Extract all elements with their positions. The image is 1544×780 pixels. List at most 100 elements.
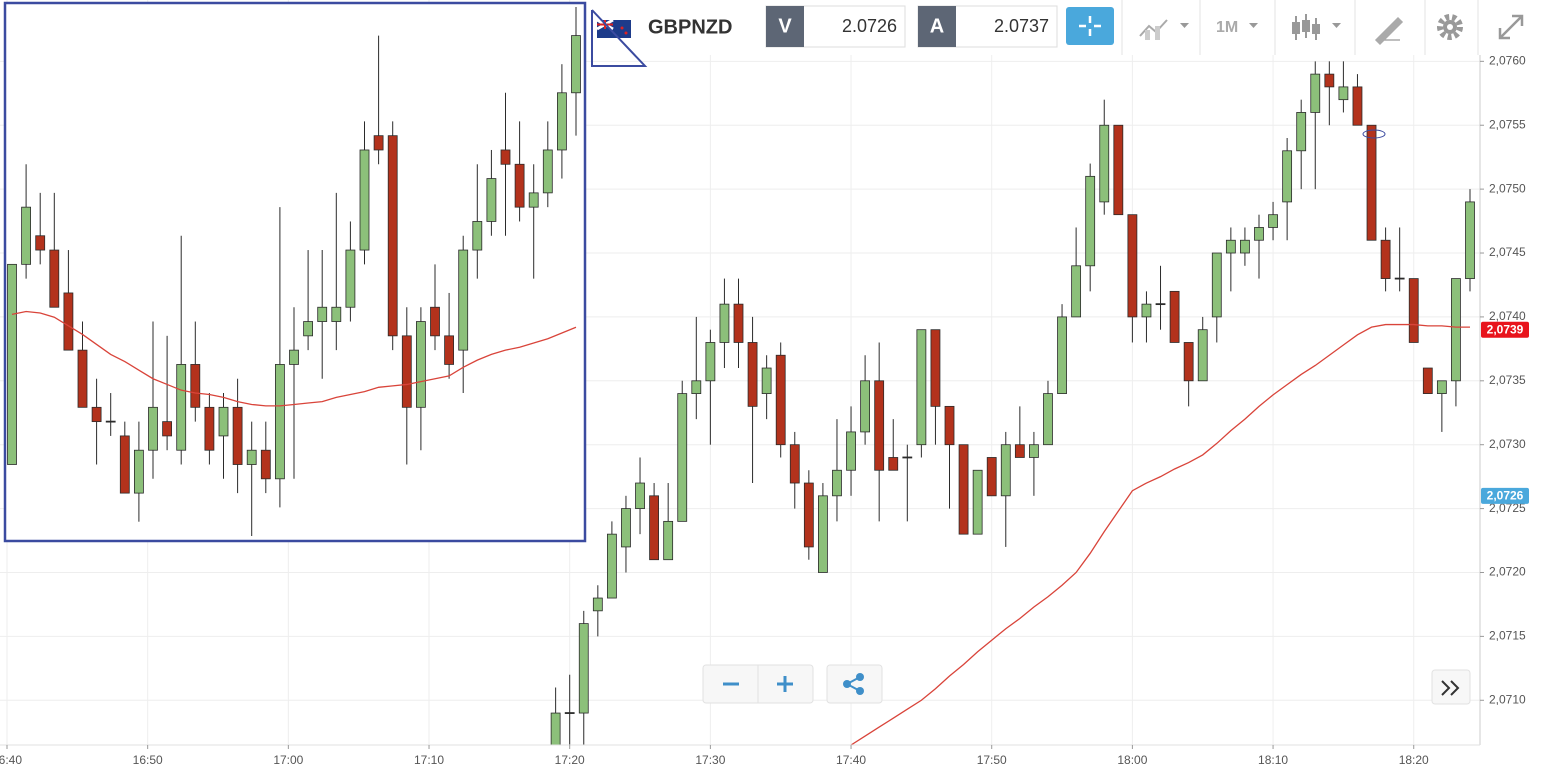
y-tick-label: 2,0715 [1489, 629, 1526, 643]
settings-icon[interactable] [1437, 14, 1463, 40]
bid-price[interactable]: 2.0726 [842, 16, 897, 36]
candle-body [119, 435, 130, 494]
y-tick-label: 2,0755 [1489, 117, 1526, 131]
candle-body [303, 321, 314, 337]
candle-body [1197, 329, 1208, 382]
candle-body [592, 597, 603, 612]
dropdown-arrow[interactable] [1180, 23, 1189, 28]
plot-area [7, 7, 581, 536]
x-tick-label: 16:40 [0, 753, 22, 767]
candle-body [860, 380, 871, 433]
candle-body [105, 420, 116, 423]
price-marker [1481, 321, 1529, 338]
candle-body [204, 406, 215, 451]
candle-body [958, 444, 969, 535]
bid-label[interactable]: V [778, 15, 792, 37]
candle-body [49, 249, 60, 308]
candle-body [77, 349, 88, 408]
crosshair-button[interactable] [1066, 7, 1114, 45]
dropdown-arrow[interactable] [1249, 23, 1258, 28]
draw-button[interactable] [1374, 16, 1404, 46]
chart-type-icon[interactable] [1302, 20, 1310, 32]
ask-label-box[interactable] [918, 6, 956, 47]
candle-body [1169, 290, 1180, 343]
scroll-end-button[interactable] [1431, 669, 1471, 705]
ask-price[interactable]: 2.0737 [994, 16, 1049, 36]
settings-icon[interactable] [1447, 24, 1453, 30]
x-tick-label: 17:00 [273, 753, 303, 767]
share-button[interactable] [826, 664, 883, 704]
y-tick-label: 2,0740 [1489, 309, 1526, 323]
candle-body [415, 321, 426, 408]
candle-body [401, 335, 412, 408]
indicator-icon[interactable] [1155, 26, 1160, 40]
crosshair-bg[interactable] [1066, 7, 1114, 45]
candle-body [1324, 73, 1335, 88]
crosshair-icon[interactable] [1079, 16, 1101, 36]
candle-body [832, 469, 842, 497]
settings-button[interactable] [1437, 14, 1463, 40]
zoom-controls [702, 664, 1471, 705]
x-tick-label: 17:50 [977, 753, 1007, 767]
candle-body [1141, 303, 1152, 318]
candle-body [1057, 316, 1067, 394]
candle-body [63, 292, 74, 351]
chart-type-button[interactable] [1292, 14, 1341, 40]
flag-star [624, 31, 628, 35]
candle-body [162, 421, 173, 437]
bid-label-box[interactable] [766, 6, 804, 47]
timeframe-button[interactable]: 1M [1216, 19, 1258, 36]
candle-body [218, 406, 229, 437]
timeframe[interactable]: 1M [1216, 19, 1238, 36]
ask-label[interactable]: A [930, 15, 944, 37]
indicator-icon[interactable] [1145, 30, 1150, 40]
share-icon[interactable] [856, 687, 864, 695]
chart-type-icon[interactable] [1312, 24, 1320, 34]
share-icon[interactable] [856, 673, 864, 681]
candle-body [458, 249, 469, 351]
candle-body [1071, 265, 1082, 318]
candle-body [514, 163, 525, 208]
toolbar: GBPNZD V 2.0726 A 2.0737 [588, 0, 1544, 67]
draw-icon[interactable] [1374, 16, 1404, 46]
candle-body [232, 406, 243, 465]
candle-body [1225, 239, 1236, 254]
candle-body [691, 380, 702, 394]
x-tick-label: 18:20 [1399, 753, 1429, 767]
candle-body [7, 263, 17, 465]
x-tick-label: 17:20 [555, 753, 585, 767]
indicator-icon[interactable] [1139, 19, 1168, 37]
candle-body [719, 303, 730, 343]
candle-body [260, 449, 271, 480]
candle-body [1465, 201, 1475, 279]
bid-button[interactable]: V 2.0726 [765, 5, 906, 48]
candle-body [775, 354, 786, 446]
x-tick-label: 17:40 [836, 753, 866, 767]
zoom-in[interactable] [777, 676, 793, 692]
candle-body [1183, 342, 1194, 382]
price-marker-label: 2,0726 [1487, 488, 1524, 502]
fullscreen-button[interactable] [1498, 14, 1524, 40]
x-tick-label: 18:10 [1258, 753, 1288, 767]
share-icon[interactable] [843, 680, 851, 688]
dropdown-arrow[interactable] [1332, 23, 1341, 28]
y-tick-label: 2,0730 [1489, 437, 1526, 451]
candle-body [649, 495, 659, 561]
candle-body [528, 192, 539, 208]
scroll-end-icon[interactable] [1441, 680, 1460, 696]
chart-type-icon[interactable] [1292, 22, 1300, 34]
candle-body [606, 533, 617, 599]
candle-body [1394, 277, 1405, 280]
candle-body [1422, 367, 1433, 394]
indicator-button[interactable] [1139, 19, 1189, 40]
annotation-triangle [591, 9, 648, 67]
candle-body [1380, 239, 1391, 279]
fullscreen-icon[interactable] [1498, 14, 1524, 40]
y-tick-label: 2,0760 [1489, 54, 1526, 68]
candle-body [1254, 227, 1264, 241]
ask-button[interactable]: A 2.0737 [917, 5, 1058, 48]
candle-body [1366, 124, 1377, 241]
candle-body [930, 329, 941, 407]
candle-body [621, 508, 631, 548]
